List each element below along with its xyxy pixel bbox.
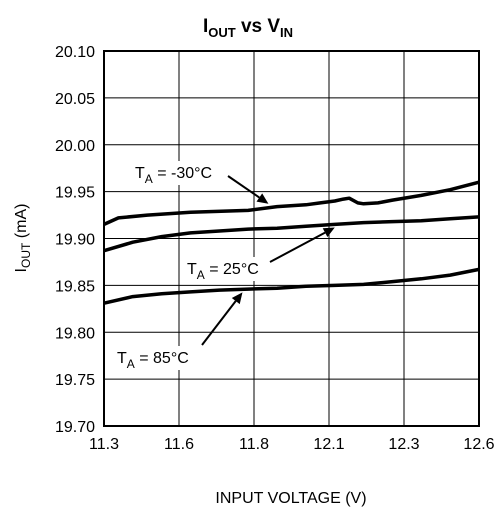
series-line-1	[103, 215, 480, 253]
y-tick-label: 19.90	[55, 232, 95, 249]
y-tick-label: 19.80	[55, 325, 95, 342]
y-tick-label: 19.75	[55, 372, 95, 389]
x-axis-label: INPUT VOLTAGE (V)	[215, 490, 366, 507]
y-tick-label: 20.05	[55, 91, 95, 108]
annotation-label: TA = -30°C	[135, 165, 212, 186]
x-tick-label: 11.3	[89, 436, 119, 453]
y-tick-label: 20.10	[55, 44, 95, 61]
annotation-arrowhead	[231, 292, 243, 305]
y-axis-label: IOUT (mA)	[13, 204, 33, 273]
y-tick-label: 19.95	[55, 185, 95, 202]
x-tick-label: 12.6	[463, 436, 494, 453]
data-series	[103, 180, 480, 305]
annotation-label: TA = 85°C	[117, 350, 189, 371]
annotation-leader	[201, 300, 237, 346]
annotation-leader	[269, 231, 326, 263]
annotations: TA = -30°C TA = 25°C TA = 85°C	[114, 161, 335, 371]
annotation-arrowhead	[322, 227, 335, 238]
annotation-bg	[114, 346, 218, 370]
annotation-bg	[132, 161, 236, 185]
x-tick-label: 11.6	[164, 436, 194, 453]
series-line-0	[103, 180, 480, 226]
y-tick-label: 19.70	[55, 419, 95, 436]
x-tick-label: 12.1	[313, 436, 344, 453]
annotation-leader	[227, 175, 260, 199]
annotation-label: TA = 25°C	[187, 261, 259, 282]
gridlines	[104, 51, 479, 426]
x-tick-labels: 11.3 11.6 11.8 12.1 12.3 12.6	[89, 436, 495, 453]
x-tick-label: 11.8	[239, 436, 269, 453]
y-tick-label: 20.00	[55, 138, 95, 155]
x-tick-label: 12.3	[388, 436, 419, 453]
annotation-arrowhead	[256, 193, 269, 204]
plot-frame	[103, 50, 480, 427]
y-tick-label: 19.85	[55, 278, 95, 295]
chart-title: IOUT vs VIN	[203, 16, 293, 40]
series-line-2	[103, 267, 480, 305]
y-tick-labels: 20.10 20.05 20.00 19.95 19.90 19.85 19.80 19.75…	[55, 44, 95, 436]
